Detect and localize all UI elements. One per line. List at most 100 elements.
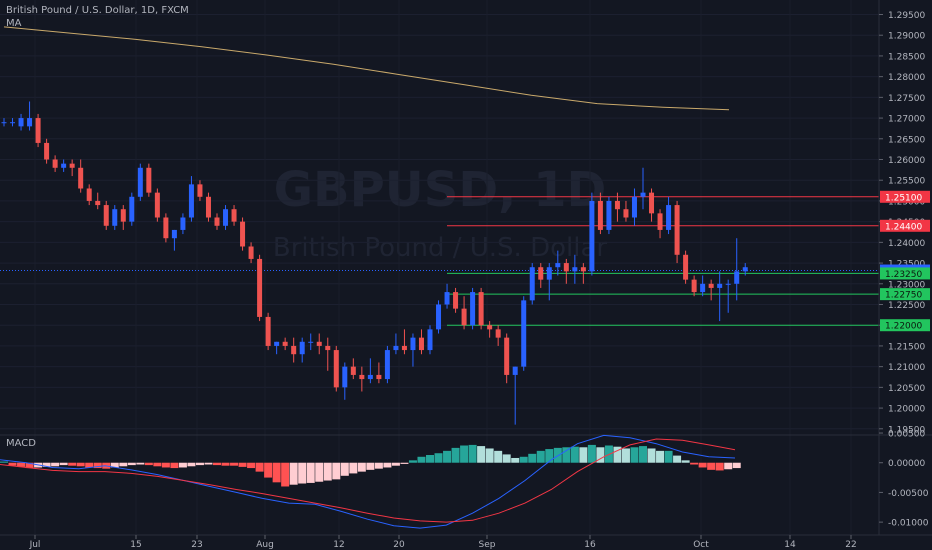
candle-body[interactable] bbox=[120, 209, 126, 222]
macd-histogram-bar[interactable] bbox=[255, 462, 264, 472]
macd-histogram-bar[interactable] bbox=[161, 462, 170, 468]
candle-body[interactable] bbox=[103, 205, 109, 226]
candle[interactable] bbox=[538, 263, 544, 288]
macd-histogram-bar[interactable] bbox=[724, 462, 733, 470]
macd-histogram-bar[interactable] bbox=[562, 447, 571, 463]
candle[interactable] bbox=[223, 205, 229, 230]
macd-histogram-bar[interactable] bbox=[127, 462, 136, 466]
candle-body[interactable] bbox=[86, 188, 92, 201]
candle-body[interactable] bbox=[546, 267, 552, 280]
macd-axis[interactable]: 0.00500 0.00000 -0.00500 -0.01000 bbox=[879, 430, 929, 529]
candle[interactable] bbox=[265, 312, 271, 351]
macd-histogram-bar[interactable] bbox=[519, 456, 528, 463]
candle[interactable] bbox=[546, 263, 552, 301]
candle-body[interactable] bbox=[265, 316, 271, 346]
macd-histogram-bar[interactable] bbox=[76, 462, 85, 467]
macd-histogram-bar[interactable] bbox=[374, 462, 383, 469]
candle[interactable] bbox=[180, 213, 186, 235]
time-tick-label[interactable]: 12 bbox=[333, 540, 344, 550]
candle-body[interactable] bbox=[708, 283, 714, 288]
candle[interactable] bbox=[640, 167, 646, 210]
candle[interactable] bbox=[436, 300, 442, 334]
macd-histogram-bar[interactable] bbox=[647, 448, 656, 463]
macd-histogram-bar[interactable] bbox=[587, 444, 596, 463]
macd-histogram-bar[interactable] bbox=[434, 453, 443, 463]
candle[interactable] bbox=[120, 205, 126, 230]
candle[interactable] bbox=[35, 113, 41, 148]
candle-body[interactable] bbox=[350, 366, 356, 375]
candle[interactable] bbox=[631, 188, 637, 226]
price-tick-label[interactable]: 1.27000 bbox=[888, 115, 925, 125]
macd-histogram-bar[interactable] bbox=[178, 462, 187, 468]
macd-histogram-bar[interactable] bbox=[485, 448, 494, 463]
macd-histogram-bar[interactable] bbox=[383, 462, 392, 468]
candle[interactable] bbox=[470, 287, 476, 330]
macd-histogram-bar[interactable] bbox=[502, 454, 511, 463]
macd-histogram-bar[interactable] bbox=[8, 462, 17, 466]
macd-histogram-bar[interactable] bbox=[426, 455, 434, 463]
macd-histogram-bar[interactable] bbox=[613, 446, 622, 463]
candle-body[interactable] bbox=[589, 200, 595, 272]
candle-body[interactable] bbox=[44, 142, 50, 160]
macd-tick-label[interactable]: -0.01000 bbox=[888, 519, 929, 529]
candle[interactable] bbox=[580, 263, 586, 284]
macd-histogram-bar[interactable] bbox=[119, 462, 128, 467]
candle-body[interactable] bbox=[504, 337, 510, 375]
candle[interactable] bbox=[708, 279, 714, 301]
candle[interactable] bbox=[393, 333, 399, 355]
time-axis[interactable]: Jul 15 23 Aug 12 20 Sep 16 Oct 14 22 bbox=[29, 535, 857, 550]
candle-body[interactable] bbox=[180, 217, 186, 230]
price-tick-label[interactable]: 1.21500 bbox=[888, 342, 925, 352]
macd-histogram-bar[interactable] bbox=[357, 462, 366, 472]
candle-body[interactable] bbox=[580, 267, 586, 272]
macd-histogram-bar[interactable] bbox=[511, 457, 520, 463]
macd-histogram-bar[interactable] bbox=[289, 462, 298, 485]
candle[interactable] bbox=[86, 184, 92, 206]
candle-body[interactable] bbox=[597, 200, 603, 230]
candle-body[interactable] bbox=[52, 159, 58, 168]
candle-body[interactable] bbox=[342, 366, 348, 388]
price-tick-label[interactable]: 1.21000 bbox=[888, 363, 925, 373]
candle-body[interactable] bbox=[95, 200, 101, 206]
time-tick-label[interactable]: 14 bbox=[784, 540, 796, 550]
time-tick-label[interactable]: 22 bbox=[845, 540, 856, 550]
candle[interactable] bbox=[205, 192, 211, 222]
candle-body[interactable] bbox=[112, 209, 118, 226]
candle[interactable] bbox=[410, 333, 416, 367]
macd-histogram-bar[interactable] bbox=[621, 448, 630, 463]
macd-histogram-bar[interactable] bbox=[238, 462, 247, 467]
macd-histogram-bar[interactable] bbox=[732, 462, 741, 469]
macd-histogram-bar[interactable] bbox=[136, 462, 145, 465]
candle[interactable] bbox=[495, 325, 501, 346]
candle-body[interactable] bbox=[18, 118, 24, 127]
candle[interactable] bbox=[1, 118, 7, 127]
candle-body[interactable] bbox=[649, 192, 655, 214]
candle-body[interactable] bbox=[401, 345, 407, 351]
candle-body[interactable] bbox=[78, 167, 84, 189]
macd-histogram-bar[interactable] bbox=[281, 462, 290, 487]
candle[interactable] bbox=[700, 275, 706, 297]
candle-body[interactable] bbox=[257, 258, 263, 317]
candle[interactable] bbox=[717, 271, 723, 322]
candle-body[interactable] bbox=[623, 209, 629, 218]
candle[interactable] bbox=[240, 217, 246, 251]
candle[interactable] bbox=[512, 366, 518, 425]
macd-histogram-bar[interactable] bbox=[264, 462, 273, 478]
candle[interactable] bbox=[257, 254, 263, 322]
candle[interactable] bbox=[461, 296, 467, 330]
macd-histogram-bar[interactable] bbox=[93, 462, 102, 469]
candle[interactable] bbox=[27, 101, 33, 131]
candle-body[interactable] bbox=[734, 271, 740, 284]
candle-body[interactable] bbox=[231, 209, 237, 222]
candle[interactable] bbox=[308, 333, 314, 351]
price-tick-label[interactable]: 1.25500 bbox=[888, 177, 925, 187]
candle-body[interactable] bbox=[384, 350, 390, 380]
price-tick-label[interactable]: 1.22500 bbox=[888, 301, 925, 311]
candle-body[interactable] bbox=[35, 118, 41, 143]
macd-histogram-bar[interactable] bbox=[681, 460, 690, 463]
candle[interactable] bbox=[657, 209, 663, 239]
candle[interactable] bbox=[146, 163, 152, 197]
candle-body[interactable] bbox=[240, 221, 246, 247]
candle[interactable] bbox=[734, 238, 740, 301]
macd-histogram-bar[interactable] bbox=[187, 462, 196, 467]
